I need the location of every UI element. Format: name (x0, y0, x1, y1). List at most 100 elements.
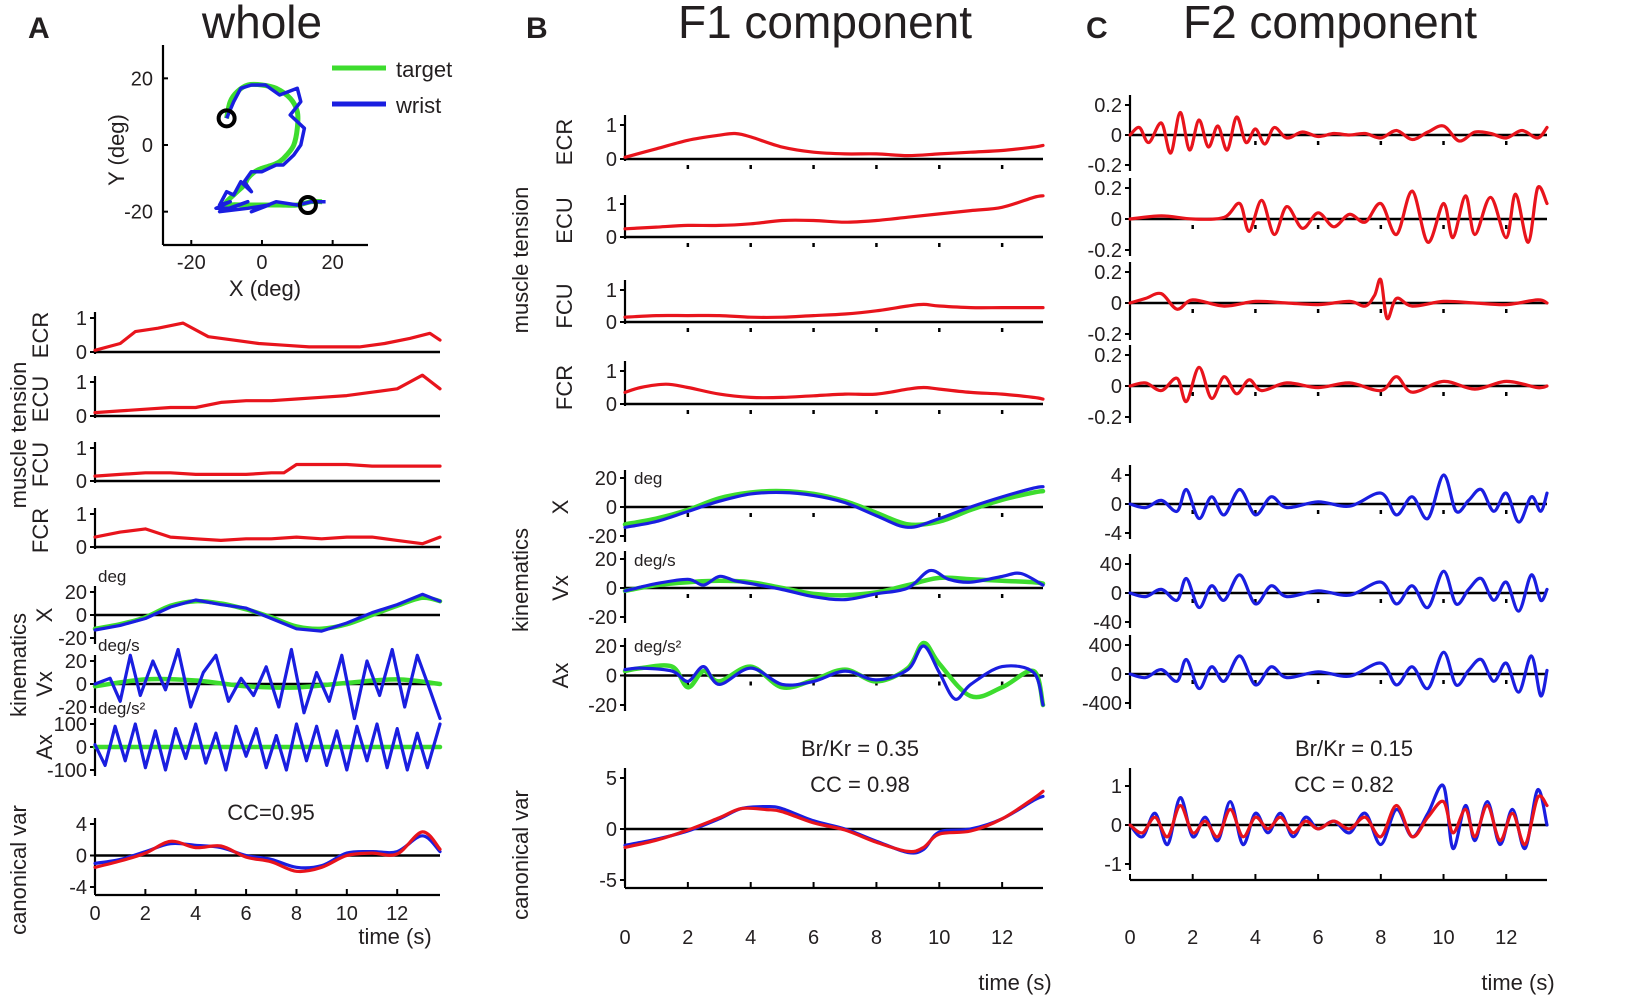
B-FCU-series-muscle-tension (623, 302, 1045, 320)
B-ECU-channel-label: ECU (552, 197, 577, 243)
trajectory-ylabel: Y (deg) (104, 114, 129, 186)
A-X-unit-label: deg (98, 567, 126, 586)
time-tick-label-C: 0 (1124, 927, 1135, 949)
time-tick-label-C: 4 (1250, 927, 1261, 949)
B-Vx-ytick-label: 0 (606, 578, 617, 600)
trajectory-ytick-label: -20 (124, 202, 153, 224)
time-tick-label-B: 2 (682, 927, 693, 949)
legend-label-wrist: wrist (395, 93, 441, 118)
B-Ax-series-wrist (623, 644, 1045, 707)
B-Ax-ytick-label: 0 (606, 666, 617, 688)
A-CV-ytick-label: 4 (76, 814, 87, 836)
C-CV-ytick-label: 0 (1111, 815, 1122, 837)
B-ECR-series-muscle-tension (623, 131, 1045, 159)
B-FCU-channel-label: FCU (552, 283, 577, 328)
C-ECU-series-muscle-tension (1128, 185, 1549, 244)
B-CV-ytick-label: 5 (606, 768, 617, 790)
A-Vx-ytick-label: -20 (58, 697, 87, 719)
B-Vx-ytick-label: 20 (595, 549, 617, 571)
A-Ax-ytick-label: 0 (76, 737, 87, 759)
time-tick-label-B: 0 (619, 927, 630, 949)
C-ECU-ytick-label: 0 (1111, 209, 1122, 231)
C-ECR-series-muscle-tension (1128, 110, 1549, 155)
A-ECU-ytick-label: 0 (76, 406, 87, 428)
trajectory-xtick-label: -20 (177, 252, 206, 274)
time-tick-label-A: 0 (89, 903, 100, 925)
B-ECU-ytick-label: 1 (606, 194, 617, 216)
C-ECU-ytick-label: -0.2 (1088, 240, 1122, 262)
time-axis-label-a: time (s) (358, 924, 431, 949)
A-Vx-unit-label: deg/s (98, 636, 140, 655)
B-FCU-ytick-label: 0 (606, 312, 617, 334)
A-ECU-ytick-label: 1 (76, 372, 87, 394)
C-X-ytick-label: 4 (1111, 465, 1122, 487)
C-FCR-series-muscle-tension (1128, 365, 1549, 404)
A-FCR-ytick-label: 1 (76, 504, 87, 526)
B-Vx-series-wrist (623, 568, 1045, 602)
C-ECR-ytick-label: 0 (1111, 125, 1122, 147)
legend-label-target: target (396, 57, 452, 82)
A-Vx-ytick-label: 20 (65, 651, 87, 673)
C-X-series-wrist (1128, 473, 1549, 524)
B-FCR-ytick-label: 0 (606, 394, 617, 416)
B-ECR-ytick-label: 1 (606, 115, 617, 137)
B-Ax-ytick-label: 20 (595, 636, 617, 658)
A-Vx-series-wrist (93, 647, 442, 721)
B-ECU-series-muscle-tension (623, 194, 1045, 231)
B-CV-ytick-label: -5 (599, 870, 617, 892)
B-CV-ytick-label: 0 (606, 819, 617, 841)
trajectory-xlabel: X (deg) (229, 276, 301, 301)
B-Ax-ytick-label: -20 (588, 695, 617, 717)
A-FCU-ytick-label: 0 (76, 471, 87, 493)
A-ECU-series-muscle-tension (93, 373, 442, 415)
B-FCU-ytick-label: 1 (606, 280, 617, 302)
A-CV-ytick-label: 0 (76, 846, 87, 868)
B-X-series-wrist (623, 485, 1045, 529)
A-X-channel-label: X (32, 607, 57, 622)
C-CV-series-muscle-tension (1128, 794, 1549, 847)
C-Vx-series-wrist (1128, 569, 1549, 613)
stat-cc-b: CC = 0.98 (810, 772, 910, 797)
time-tick-label-B: 4 (745, 927, 756, 949)
trajectory-xtick-label: 20 (322, 252, 344, 274)
A-Vx-ytick-label: 0 (76, 674, 87, 696)
A-X-series-wrist (93, 592, 442, 633)
A-Ax-series-wrist (93, 722, 442, 772)
A-Ax-ytick-label: 100 (54, 714, 87, 736)
plot-layer: 01ECR01ECU01FCU01FCR200-20Xdeg200-20Vxde… (28, 45, 1549, 949)
A-FCU-ytick-label: 1 (76, 438, 87, 460)
time-tick-label-A: 12 (386, 903, 408, 925)
C-Ax-ytick-label: -400 (1082, 693, 1122, 715)
A-Ax-channel-label: Ax (32, 734, 57, 760)
C-ECR-ytick-label: 0.2 (1094, 95, 1122, 117)
C-CV-ytick-label: -1 (1104, 854, 1122, 876)
time-tick-label-A: 2 (140, 903, 151, 925)
A-FCU-series-muscle-tension (93, 462, 442, 478)
A-FCR-series-muscle-tension (93, 527, 442, 546)
A-X-ytick-label: 20 (65, 582, 87, 604)
time-tick-label-A: 6 (241, 903, 252, 925)
time-tick-label-C: 8 (1375, 927, 1386, 949)
C-CV-ytick-label: 1 (1111, 776, 1122, 798)
time-tick-label-B: 12 (991, 927, 1013, 949)
B-FCR-channel-label: FCR (552, 365, 577, 410)
time-tick-label-C: 6 (1313, 927, 1324, 949)
A-X-series-target (92, 595, 443, 632)
C-FCU-ytick-label: 0 (1111, 293, 1122, 315)
time-tick-label-A: 8 (291, 903, 302, 925)
B-CV-series-muscle-tension (623, 789, 1045, 854)
C-FCU-series-muscle-tension (1128, 277, 1549, 321)
B-X-channel-label: X (548, 499, 573, 514)
B-CV-series-kinematics (623, 794, 1045, 855)
B-ECR-ytick-label: 0 (606, 149, 617, 171)
B-X-ytick-label: -20 (588, 526, 617, 548)
panel-title-b: F1 component (678, 0, 972, 48)
time-tick-label-A: 10 (336, 903, 358, 925)
A-ECU-channel-label: ECU (28, 376, 53, 422)
trajectory-ytick-label: 0 (142, 135, 153, 157)
trajectory-xtick-label: 0 (256, 252, 267, 274)
C-Ax-series-wrist (1128, 650, 1549, 698)
stat-brkr-b: Br/Kr = 0.35 (801, 736, 919, 761)
C-FCR-ytick-label: 0.2 (1094, 345, 1122, 367)
